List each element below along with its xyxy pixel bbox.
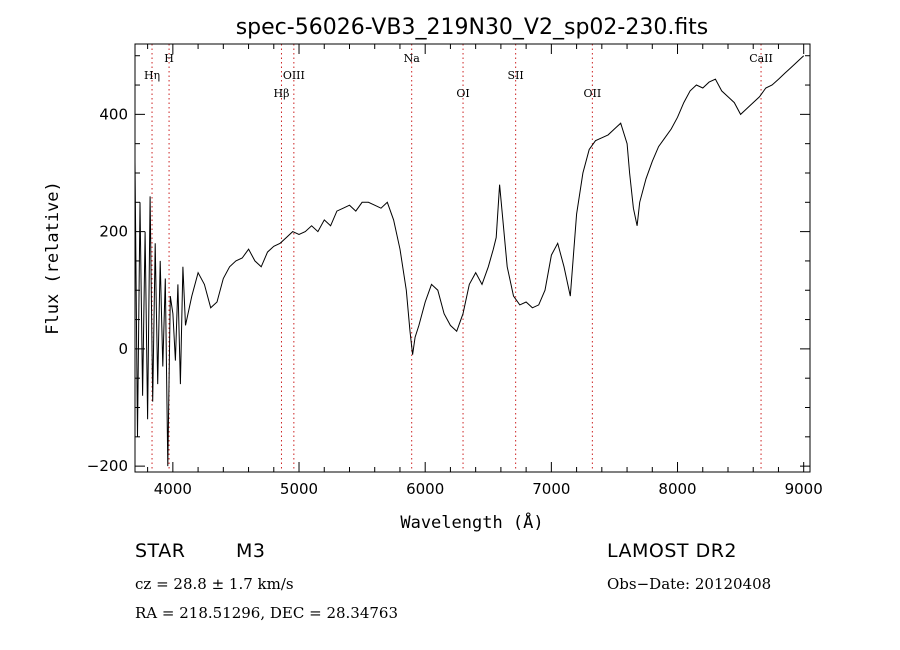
spectral-line-label: Na: [404, 52, 421, 65]
coordinates: RA = 218.51296, DEC = 28.34763: [135, 604, 399, 622]
spectral-line-markers: [151, 44, 762, 472]
spectral-line-label: OIII: [283, 69, 305, 82]
spectral-line-label: OI: [456, 87, 469, 100]
y-tick-label: −200: [87, 457, 128, 475]
x-tick-label: 7000: [532, 480, 570, 498]
survey-name: LAMOST DR2: [607, 540, 737, 562]
spectral-line-label: Hη: [144, 69, 160, 82]
spectral-subclass: M3: [236, 540, 266, 562]
y-tick-label: 200: [99, 223, 128, 241]
y-axis-label: Flux (relative): [43, 181, 63, 335]
x-tick-label: 4000: [154, 480, 192, 498]
spectral-line-label: Hβ: [274, 87, 290, 100]
spectrum-line: [134, 55, 805, 467]
plot-frame: [134, 43, 811, 473]
x-axis-label: Wavelength (Å): [400, 511, 543, 533]
axis-tick-labels: 4000 5000 6000 7000 8000 9000 −200 0 200 400: [87, 105, 823, 498]
spectral-line-labels: Hη H Hβ OIII Na OI SII OII CaII: [144, 52, 773, 100]
x-tick-label: 5000: [280, 480, 318, 498]
observation-date: Obs−Date: 20120408: [607, 575, 772, 593]
redshift-value: cz = 28.8 ± 1.7 km/s: [135, 575, 294, 593]
spectral-line-label: H: [164, 52, 174, 65]
x-tick-label: 9000: [785, 480, 823, 498]
spectral-line-label: SII: [508, 69, 524, 82]
axis-ticks: [135, 44, 810, 472]
object-type: STAR: [135, 540, 186, 562]
spectral-line-label: OII: [584, 87, 602, 100]
y-tick-label: 0: [118, 340, 128, 358]
spectral-line-label: CaII: [749, 52, 773, 65]
chart-title: spec-56026-VB3_219N30_V2_sp02-230.fits: [236, 15, 709, 40]
x-tick-label: 6000: [406, 480, 444, 498]
y-tick-label: 400: [99, 105, 128, 123]
x-tick-label: 8000: [658, 480, 696, 498]
